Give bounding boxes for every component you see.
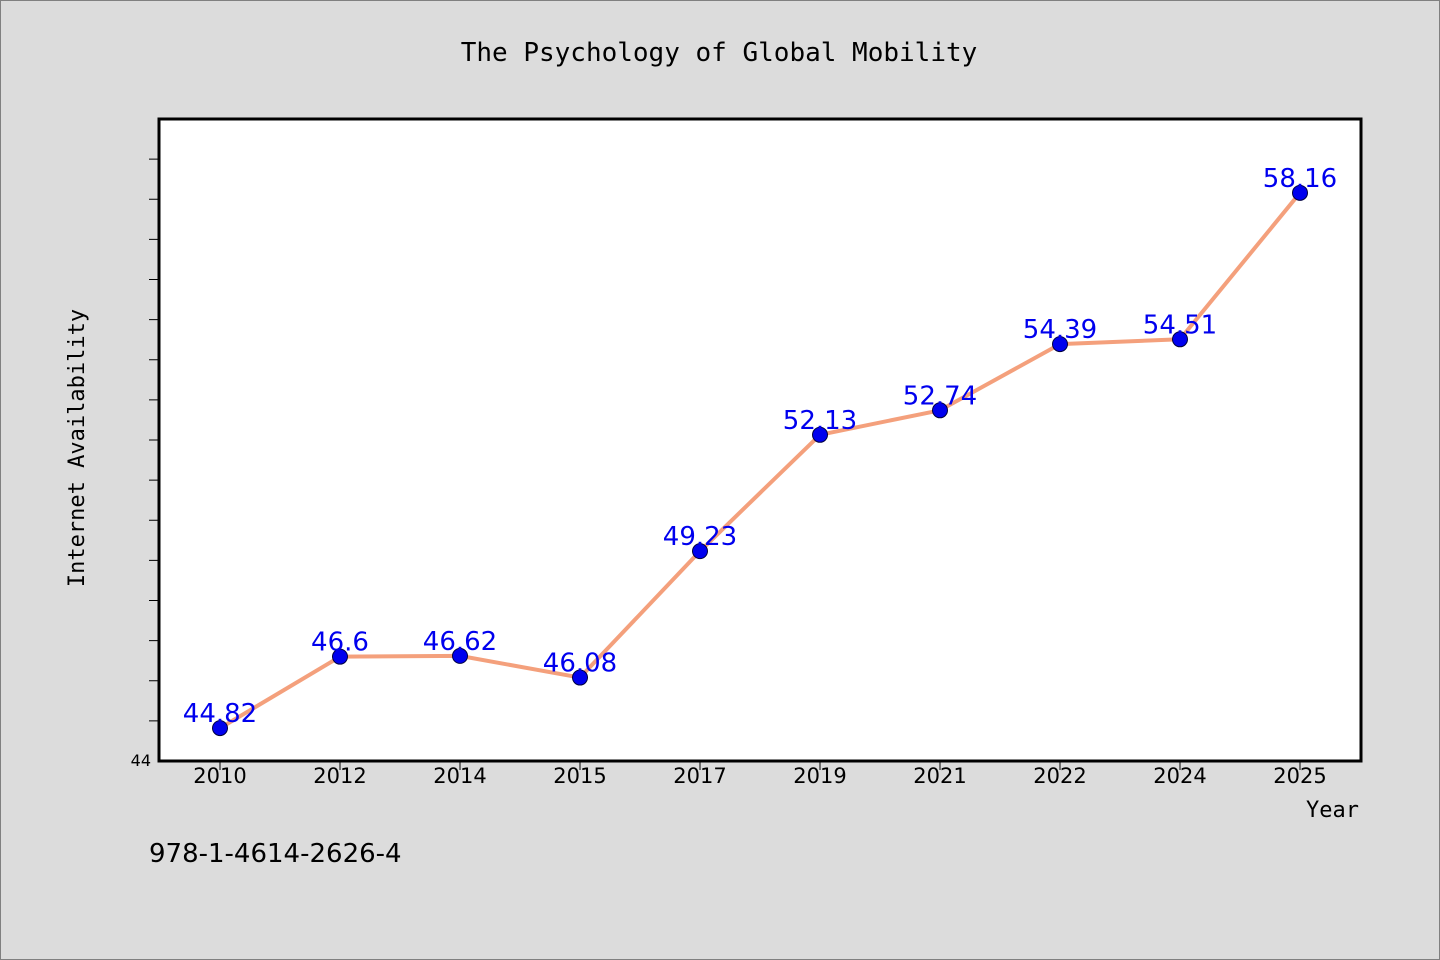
y-axis-ticks: [149, 158, 158, 722]
x-axis-label: Year: [1306, 798, 1359, 823]
series-line: [218, 190, 1302, 731]
x-tick-label: 2010: [193, 764, 246, 788]
isbn-label: 978-1-4614-2626-4: [149, 839, 402, 869]
x-tick-label: 2014: [433, 764, 486, 788]
data-labels: 44.82 46.6 46.62 46.08 49.23 52.13 52.74 54.39 5…: [183, 164, 1337, 729]
data-point: [452, 647, 468, 664]
x-tick-label: 2015: [553, 764, 606, 788]
data-point: [932, 402, 948, 419]
x-tick-label: 2025: [1273, 764, 1326, 788]
x-tick-label: 2021: [913, 764, 966, 788]
series-markers: [212, 184, 1308, 737]
data-label: 52.13: [783, 406, 857, 436]
data-label: 46.62: [423, 627, 497, 657]
data-label: 54.39: [1023, 315, 1097, 345]
data-label: 58.16: [1263, 164, 1337, 194]
data-label: 46.08: [543, 649, 617, 679]
data-point: [1292, 184, 1308, 201]
data-point: [1172, 331, 1188, 348]
chart-title: The Psychology of Global Mobility: [461, 38, 978, 68]
data-point: [1052, 336, 1068, 353]
x-tick-label: 2019: [793, 764, 846, 788]
x-tick-label: 2012: [313, 764, 366, 788]
x-axis-ticks: 2010 2012 2014 2015 2017 2019 2021 2022 2024 2025: [193, 761, 1327, 788]
data-point: [572, 669, 588, 686]
data-point: [812, 426, 828, 443]
data-label: 44.82: [183, 699, 257, 729]
x-tick-label: 2017: [673, 764, 726, 788]
plot-area: [157, 117, 1363, 763]
data-label: 46.6: [311, 628, 369, 658]
data-label: 52.74: [903, 381, 977, 411]
y-tick-label-44: 44: [131, 751, 151, 770]
x-tick-label: 2022: [1033, 764, 1086, 788]
x-tick-label: 2024: [1153, 764, 1206, 788]
data-point: [212, 720, 228, 737]
data-point: [332, 648, 348, 665]
data-point: [692, 543, 708, 560]
data-label: 49.23: [663, 522, 737, 552]
data-label: 54.51: [1143, 310, 1217, 340]
y-axis-label: Internet Availability: [65, 309, 90, 587]
